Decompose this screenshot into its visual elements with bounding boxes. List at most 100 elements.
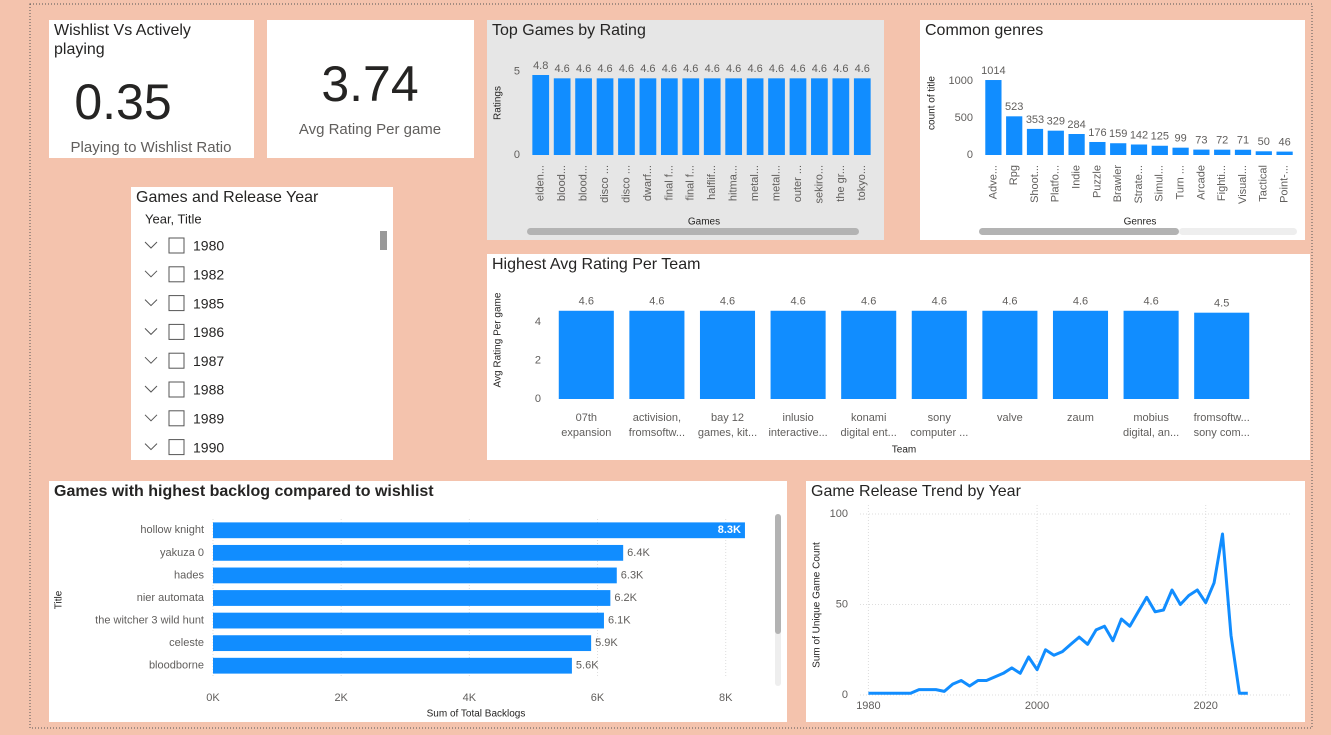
- bar: [618, 78, 635, 155]
- chart-title: Top Games by Rating: [492, 22, 646, 39]
- checkbox[interactable]: [168, 295, 185, 312]
- data-label: 4.6: [720, 296, 735, 308]
- chevron[interactable]: [144, 356, 158, 364]
- bar: [553, 78, 571, 155]
- scrollbar[interactable]: [380, 231, 387, 250]
- data-label: 4.6: [769, 63, 784, 75]
- data-label: 4.6: [705, 63, 720, 75]
- bar: [768, 78, 785, 155]
- x-tick-label: blood...: [578, 165, 590, 201]
- x-tick-label: tokyo...: [856, 165, 868, 200]
- bar: [811, 78, 828, 155]
- checkbox[interactable]: [168, 237, 185, 254]
- x-tick-label: 8K: [719, 692, 733, 704]
- data-label: 50: [1258, 136, 1270, 148]
- chevron[interactable]: [144, 270, 158, 278]
- bar: [1089, 141, 1106, 155]
- x-tick-label: metal...: [749, 165, 761, 201]
- slicer-item: 1986: [193, 324, 224, 340]
- y-tick-label: yakuza 0: [160, 547, 204, 559]
- x-tick-label: Arcade: [1195, 165, 1207, 200]
- scrollbar[interactable]: [527, 228, 859, 235]
- x-tick-slot: valve: [997, 412, 1023, 424]
- x-tick-label: blood...: [556, 165, 568, 201]
- page-border: [29, 3, 1313, 729]
- y-tick-label: celeste: [169, 637, 204, 649]
- x-axis-title: Team: [892, 445, 916, 456]
- scroll-track: [1179, 228, 1297, 235]
- bar: [703, 78, 721, 155]
- data-label: 4.6: [1002, 296, 1017, 308]
- bar: [1214, 149, 1231, 155]
- y-tick-label: bloodborne: [149, 660, 204, 672]
- data-label: 4.6: [790, 296, 805, 308]
- bar: [1255, 151, 1272, 155]
- data-label: 4.6: [812, 63, 827, 75]
- x-axis-title: Sum of Total Backlogs: [427, 709, 526, 720]
- chevron[interactable]: [144, 385, 158, 393]
- x-tick-label: 0K: [206, 692, 220, 704]
- data-label: 4.6: [576, 63, 591, 75]
- data-label: 176: [1088, 127, 1106, 139]
- x-tick-slot: fromsoftw... sony com...: [1193, 412, 1250, 439]
- x-tick-label: fromsoftw... sony com...: [1193, 412, 1250, 439]
- checkbox[interactable]: [168, 410, 185, 427]
- data-label: 4.6: [861, 296, 876, 308]
- checkbox[interactable]: [168, 352, 185, 369]
- y-axis-title: Avg Rating Per game: [493, 292, 504, 387]
- bar: [1047, 130, 1064, 155]
- y-tick-label: nier automata: [137, 592, 205, 604]
- chart-title: Games with highest backlog compared to w…: [54, 483, 434, 500]
- slicer-item: 1985: [193, 295, 224, 311]
- y-tick-label: 4: [535, 316, 541, 328]
- card-label: Avg Rating Per game: [299, 121, 441, 138]
- checkbox[interactable]: [168, 266, 185, 283]
- scrollbar[interactable]: [979, 228, 1179, 235]
- scrollbar[interactable]: [775, 514, 781, 634]
- data-label: 159: [1109, 128, 1127, 140]
- bar: [985, 80, 1002, 155]
- x-tick-slot: activision, fromsoftw...: [629, 412, 685, 439]
- checkbox[interactable]: [168, 381, 185, 398]
- data-label: 5.6K: [576, 660, 599, 672]
- checkbox[interactable]: [168, 323, 185, 340]
- card-value: 0.35: [74, 74, 171, 130]
- bar: [725, 78, 743, 155]
- x-tick-label: disco ...: [620, 165, 632, 203]
- y-tick-label: 50: [836, 598, 848, 610]
- y-tick-label: 1000: [949, 75, 973, 87]
- chevron[interactable]: [144, 299, 158, 307]
- bar: [911, 310, 967, 399]
- chevron[interactable]: [144, 443, 158, 451]
- bar: [770, 310, 826, 399]
- x-tick-label: Puzzle: [1091, 165, 1103, 198]
- data-label: 71: [1237, 135, 1249, 147]
- data-label: 4.6: [619, 63, 634, 75]
- data-label: 284: [1067, 119, 1085, 131]
- x-tick-slot: konami digital ent...: [841, 412, 897, 439]
- x-tick-label: 6K: [591, 692, 605, 704]
- bar: [639, 78, 657, 155]
- chevron[interactable]: [144, 414, 158, 422]
- y-tick-label: 0: [842, 689, 848, 701]
- bar: [1194, 312, 1250, 399]
- x-tick-label: hitma...: [728, 165, 740, 201]
- bar: [1026, 128, 1044, 155]
- x-tick-label: Shoot...: [1029, 165, 1041, 203]
- chevron[interactable]: [144, 241, 158, 249]
- x-tick-label: sony computer ...: [910, 412, 969, 439]
- x-tick-slot: 07th expansion: [561, 412, 611, 439]
- x-tick-label: valve: [997, 412, 1023, 424]
- card-value: 3.74: [321, 56, 418, 112]
- card-panel: [267, 20, 474, 158]
- x-tick-label: 2020: [1193, 700, 1217, 712]
- data-label: 99: [1174, 133, 1186, 145]
- x-axis-title: Games: [688, 217, 720, 228]
- line: [868, 532, 1248, 695]
- bar: [213, 635, 592, 652]
- x-tick-label: Strate...: [1133, 165, 1145, 204]
- chevron[interactable]: [144, 328, 158, 336]
- x-tick-label: Simul...: [1154, 165, 1166, 202]
- checkbox[interactable]: [168, 439, 185, 456]
